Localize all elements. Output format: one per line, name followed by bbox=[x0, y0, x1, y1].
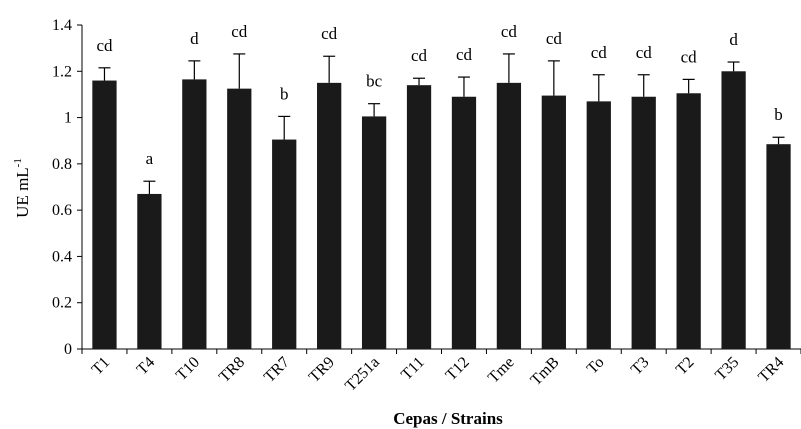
x-tick-label: T4 bbox=[134, 354, 159, 379]
bar bbox=[406, 85, 432, 350]
significance-letter: cd bbox=[546, 29, 563, 48]
x-tick-label: TR7 bbox=[261, 354, 293, 386]
significance-letter: b bbox=[280, 84, 289, 103]
y-tick-label: 0.2 bbox=[52, 295, 72, 312]
x-tick-label: TmB bbox=[527, 354, 562, 389]
plot-area: 0 0.2 0.4 0.6 0.8 1 1.2 1.4 cd T1 a T4 d T10 cd TR8 b TR7… bbox=[52, 17, 801, 395]
bar bbox=[317, 82, 342, 349]
y-tick-label: 0 bbox=[64, 341, 72, 358]
significance-letter: cd bbox=[456, 45, 473, 64]
bar bbox=[182, 79, 207, 349]
y-axis-label-unit-exponent: -1 bbox=[12, 158, 24, 167]
x-axis-title: Cepas / Strains bbox=[393, 409, 503, 428]
bar bbox=[721, 71, 746, 350]
bar bbox=[272, 139, 297, 349]
bar bbox=[541, 95, 566, 349]
x-tick-label: T3 bbox=[628, 354, 653, 379]
x-tick-label: TR4 bbox=[755, 354, 787, 386]
y-tick-label: 1 bbox=[64, 110, 72, 127]
significance-letter: cd bbox=[231, 22, 248, 41]
significance-letter: b bbox=[774, 105, 783, 124]
y-tick-label: 0.8 bbox=[52, 156, 72, 173]
y-axis-label-main: UE mL bbox=[13, 167, 32, 218]
significance-letter: cd bbox=[96, 36, 113, 55]
bar bbox=[227, 88, 252, 350]
x-tick-label: T251a bbox=[342, 354, 383, 395]
significance-letter: d bbox=[729, 30, 738, 49]
x-tick-label: T2 bbox=[673, 354, 698, 379]
significance-letter: cd bbox=[591, 43, 608, 62]
bar bbox=[451, 96, 477, 349]
significance-letter: cd bbox=[501, 22, 518, 41]
x-tick-label: T11 bbox=[398, 354, 428, 384]
y-tick-label: 0.4 bbox=[52, 248, 72, 265]
y-tick-label: 0.6 bbox=[52, 202, 72, 219]
x-tick-label: Tme bbox=[485, 354, 518, 387]
significance-letter: cd bbox=[636, 43, 653, 62]
x-tick-label: T35 bbox=[712, 354, 742, 384]
significance-letter: d bbox=[190, 29, 199, 48]
bar bbox=[92, 80, 117, 350]
x-tick-label: T10 bbox=[173, 354, 203, 384]
x-tick-label: T12 bbox=[443, 354, 473, 384]
x-tick-label: To bbox=[584, 354, 608, 378]
bar bbox=[586, 101, 611, 349]
x-tick-label: T1 bbox=[89, 354, 114, 379]
y-axis-label: UE mL-1 bbox=[12, 158, 32, 218]
y-axis-title: UE mL-1 bbox=[12, 158, 32, 218]
significance-letter: cd bbox=[321, 24, 338, 43]
x-tick-label: TR9 bbox=[306, 354, 338, 386]
significance-letter: bc bbox=[366, 72, 383, 91]
bar bbox=[137, 193, 162, 349]
y-tick-label: 1.4 bbox=[52, 17, 72, 34]
bar bbox=[631, 96, 656, 349]
significance-letter: cd bbox=[681, 47, 698, 66]
bar bbox=[361, 116, 387, 350]
bar bbox=[676, 93, 701, 350]
significance-letter: a bbox=[146, 149, 154, 168]
significance-letter: cd bbox=[411, 46, 428, 65]
y-tick-label: 1.2 bbox=[52, 63, 72, 80]
bar bbox=[766, 144, 791, 349]
x-tick-label: TR8 bbox=[216, 354, 248, 386]
bar bbox=[496, 82, 522, 349]
